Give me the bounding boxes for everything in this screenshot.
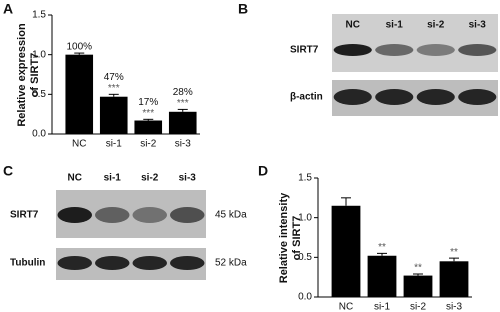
bar [65,54,94,134]
significance: ** [450,247,458,258]
y-tick-label: 0.5 [32,89,46,100]
blot-band [333,89,372,105]
value-label: 28% [173,87,193,98]
bar [403,275,433,297]
x-tick-label: si-2 [410,302,427,312]
row-label: Tubulin [10,258,45,269]
lane-label: si-2 [427,20,445,31]
blot-band [170,207,205,223]
size-label: 52 kDa [215,258,247,269]
y-axis-label: of SIRT7 [29,53,41,98]
y-tick-label: 1.5 [32,10,46,21]
lane-label: NC [68,173,82,184]
row-label: SIRT7 [10,210,39,221]
value-label: 17% [138,97,158,108]
x-tick-label: NC [72,139,86,150]
lane-label: si-1 [386,20,404,31]
blot-band [95,256,130,270]
x-tick-label: si-3 [446,302,463,312]
x-tick-label: NC [339,302,353,312]
significance: ** [414,263,422,274]
y-tick-label: 1.0 [298,212,312,223]
bar [439,261,469,297]
blot-band [132,256,167,270]
significance: ** [378,242,386,253]
value-label: 47% [104,72,124,83]
blot-band [57,207,92,223]
y-axis-label: of SIRT7 [291,216,303,261]
x-tick-label: si-2 [140,139,157,150]
row-label: SIRT7 [290,45,319,56]
y-axis-label: Relative expression [16,23,28,127]
blot-band [132,207,167,223]
lane-label: si-3 [179,173,197,184]
panel-letter: B [238,1,248,17]
blot-band [458,44,497,56]
blot-background [332,14,498,72]
panel-letter: D [258,163,268,179]
significance: *** [108,83,120,94]
bar [134,120,163,134]
lane-label: si-3 [469,20,487,31]
significance: *** [142,108,154,119]
size-label: 45 kDa [215,210,247,221]
bar [367,255,397,297]
bar [99,96,128,134]
blot-band [375,89,414,105]
y-tick-label: 0.0 [298,292,312,303]
panel-letter: A [3,1,13,17]
significance: *** [177,98,189,109]
panel-letter: C [3,163,13,179]
x-tick-label: si-1 [106,139,123,150]
blot-band [170,256,205,270]
blot-band [95,207,130,223]
blot-band [375,44,414,56]
y-tick-label: 0.5 [298,252,312,263]
value-label: 100% [66,42,92,53]
blot-band [416,89,455,105]
lane-label: si-1 [104,173,122,184]
lane-label: si-2 [141,173,159,184]
y-tick-label: 1.0 [32,49,46,60]
bar [331,205,361,297]
lane-label: NC [346,20,360,31]
blot-band [416,44,455,56]
y-tick-label: 1.5 [298,173,312,184]
bar [168,111,197,134]
row-label: β-actin [290,92,323,103]
y-axis-label: Relative intensity [278,192,290,283]
blot-band [57,256,92,270]
x-tick-label: si-1 [374,302,391,312]
y-tick-label: 0.0 [32,129,46,140]
blot-band [333,44,372,56]
x-tick-label: si-3 [175,139,192,150]
blot-band [458,89,497,105]
